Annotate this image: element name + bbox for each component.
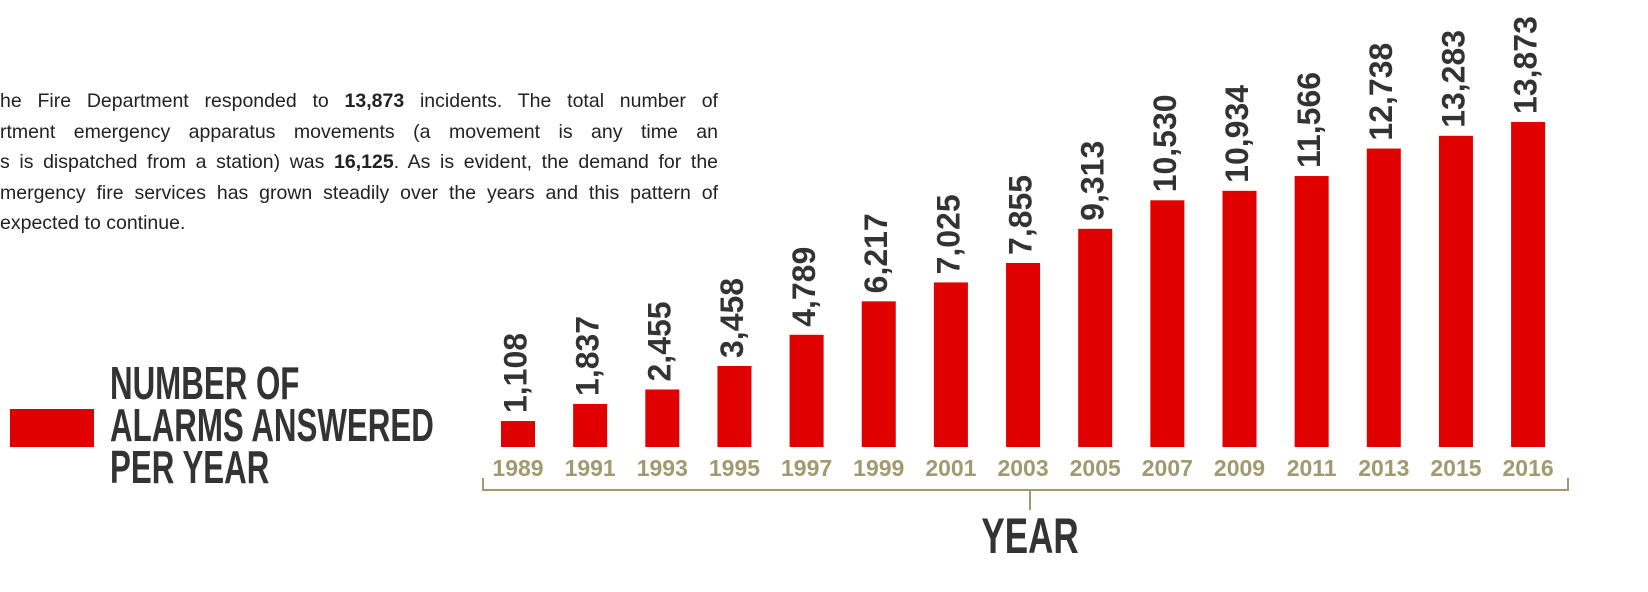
bar <box>645 389 680 447</box>
bar <box>1294 176 1329 447</box>
bar <box>1006 262 1041 447</box>
text: mergency fire services has grown steadil… <box>0 181 718 204</box>
x-tick-label: 2005 <box>1070 455 1121 481</box>
x-tick-label: 1993 <box>637 455 688 481</box>
text: he Fire Department responded to <box>0 90 345 112</box>
x-tick-label: 1999 <box>853 455 904 481</box>
x-tick-label: 2011 <box>1287 455 1337 481</box>
x-tick-label: 2007 <box>1142 455 1193 481</box>
bar <box>861 301 896 447</box>
data-label: 12,738 <box>1363 43 1399 141</box>
data-label: 13,873 <box>1508 16 1544 114</box>
data-label: 10,530 <box>1147 94 1183 192</box>
x-tick-label: 2009 <box>1214 455 1265 481</box>
data-label: 3,458 <box>714 278 750 358</box>
x-tick-label: 2013 <box>1358 455 1409 481</box>
bold-text: 13,873 <box>344 90 405 112</box>
paragraph: he Fire Department responded to 13,873 i… <box>0 86 718 239</box>
x-tick-label: 2003 <box>997 455 1048 481</box>
data-label: 10,934 <box>1219 85 1255 183</box>
x-axis-title: YEAR <box>981 509 1078 565</box>
bracket <box>482 478 1569 510</box>
text-line: s is dispatched from a station) was 16,1… <box>0 147 718 178</box>
data-label: 1,108 <box>497 333 533 413</box>
text: incidents. The total number of <box>404 90 718 112</box>
text: s is dispatched from a station) was <box>0 151 335 173</box>
bar <box>1438 135 1473 447</box>
data-label: 7,025 <box>930 194 966 274</box>
text-line: expected to continue. <box>0 208 718 239</box>
text: rtment emergency apparatus movements (a … <box>0 120 718 143</box>
data-label: 11,566 <box>1291 72 1327 168</box>
bar <box>789 334 824 447</box>
data-label: 6,217 <box>858 213 894 293</box>
bar <box>1078 228 1113 447</box>
bar <box>1511 121 1546 447</box>
legend-swatch <box>10 409 94 447</box>
data-label: 4,789 <box>786 247 822 327</box>
data-label: 2,455 <box>642 301 678 381</box>
legend-label: NUMBER OF ALARMS ANSWERED PER YEAR <box>110 357 434 493</box>
x-tick-label: 1991 <box>565 455 616 481</box>
x-tick-label: 1989 <box>492 455 543 481</box>
data-label: 1,837 <box>570 316 606 396</box>
data-label: 9,313 <box>1075 141 1111 221</box>
data-label: 7,855 <box>1003 175 1039 255</box>
bar <box>573 403 608 447</box>
bar <box>501 421 535 447</box>
bar <box>1150 200 1185 447</box>
x-tick-label: 1995 <box>709 455 760 481</box>
bar <box>1222 190 1257 447</box>
text-line: mergency fire services has grown steadil… <box>0 178 718 209</box>
data-label: 13,283 <box>1435 30 1471 128</box>
axis-bracket <box>482 478 1569 491</box>
text-line: he Fire Department responded to 13,873 i… <box>0 86 718 117</box>
text: . As is evident, the demand for the <box>393 151 719 173</box>
bold-text: 16,125 <box>334 151 394 173</box>
bar <box>1366 148 1401 447</box>
x-tick-label: 2016 <box>1503 455 1554 481</box>
bar <box>933 282 968 447</box>
bar <box>717 365 752 447</box>
x-tick-label: 1997 <box>781 455 832 481</box>
text: expected to continue. <box>0 212 186 234</box>
x-tick-label: 2001 <box>925 455 976 481</box>
text-line: rtment emergency apparatus movements (a … <box>0 117 718 148</box>
x-tick-label: 2015 <box>1430 455 1481 481</box>
